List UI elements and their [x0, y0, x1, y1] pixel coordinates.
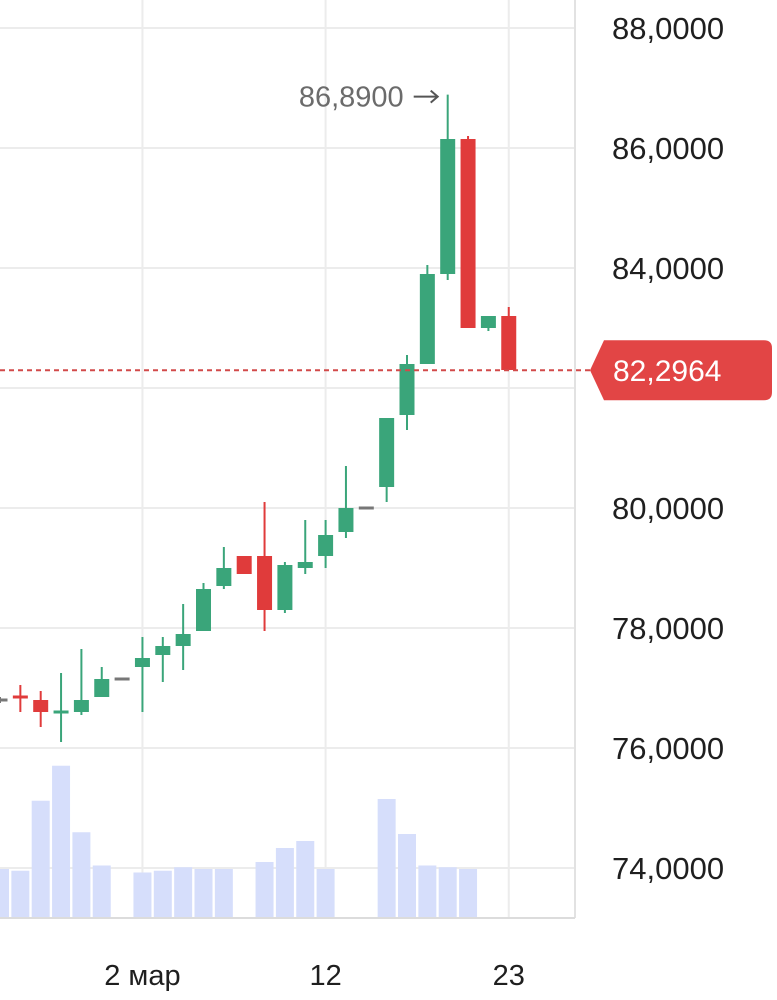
- candle-body: [297, 562, 313, 568]
- candle-body: [419, 274, 435, 364]
- volume-bar: [11, 870, 30, 918]
- max-price-annotation: 86,8900: [299, 82, 404, 114]
- candle-body: [33, 700, 49, 712]
- max-arrow-head: [430, 89, 440, 104]
- grid: [0, 0, 575, 918]
- volume-bar: [275, 848, 294, 918]
- candle-body: [134, 658, 150, 667]
- volume-bar: [0, 869, 9, 918]
- y-tick-label: 84,0000: [612, 251, 724, 286]
- candle-body: [277, 565, 293, 610]
- y-tick-label: 86,0000: [612, 131, 724, 166]
- volume-bar: [214, 869, 233, 918]
- current-price-badge: [590, 340, 772, 401]
- volume-bar: [398, 834, 416, 918]
- y-tick-label: 76,0000: [612, 731, 724, 766]
- candle-body: [196, 589, 211, 631]
- overlay: 86,8900: [0, 82, 590, 372]
- candle-body: [175, 634, 191, 646]
- volume-bar: [52, 765, 71, 918]
- candle-body: [114, 677, 130, 681]
- candle-body: [379, 418, 395, 487]
- candle-body: [257, 556, 273, 610]
- volume-bar: [194, 869, 213, 918]
- y-tick-label: 88,0000: [612, 11, 724, 46]
- volume-bar: [31, 800, 50, 918]
- x-tick-label: 12: [309, 960, 341, 992]
- volume-bar: [418, 865, 437, 918]
- y-tick-label: 74,0000: [612, 851, 724, 886]
- candle-body: [0, 698, 8, 702]
- volume-bar: [377, 799, 396, 918]
- candle-body: [440, 139, 456, 274]
- candle-body: [358, 506, 374, 510]
- volume-bar: [459, 869, 478, 918]
- candle-body: [399, 364, 415, 415]
- candle-body: [338, 508, 354, 532]
- candle-body: [460, 139, 476, 328]
- volume-bar: [296, 841, 315, 918]
- volume-bar: [92, 865, 111, 918]
- y-tick-label: 80,0000: [612, 491, 724, 526]
- candles: [0, 94, 517, 742]
- candle-body: [236, 556, 252, 574]
- x-tick-label: 23: [493, 960, 525, 992]
- y-tick-label: 78,0000: [612, 611, 724, 646]
- volume-bar: [438, 867, 457, 918]
- candle-body: [155, 646, 171, 655]
- volume-bar: [153, 870, 172, 918]
- candle-body: [318, 535, 334, 556]
- volume-bar: [316, 869, 335, 918]
- volume-bar: [72, 832, 91, 918]
- x-tick-label: 2 мар: [104, 960, 180, 992]
- volume-bar: [133, 872, 152, 918]
- candle-body: [73, 700, 89, 712]
- volume-bars: [0, 765, 478, 918]
- volume-bar: [255, 862, 274, 918]
- candle-body: [480, 316, 496, 328]
- current-price-label: 82,2964: [613, 355, 721, 388]
- candle-body: [216, 568, 232, 586]
- candle-body: [53, 710, 69, 714]
- candle-body: [12, 695, 28, 699]
- candle-body: [94, 679, 110, 697]
- candle-body: [501, 316, 517, 370]
- volume-bar: [174, 867, 193, 918]
